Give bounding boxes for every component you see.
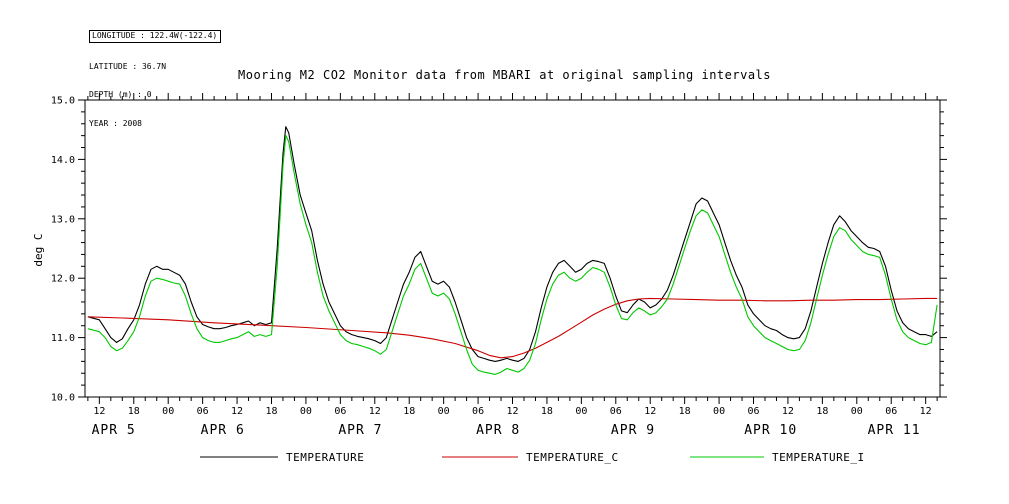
x-day-label: APR 9	[611, 423, 655, 438]
legend-label-temperature_i: TEMPERATURE_I	[772, 451, 865, 464]
metadata-block: LONGITUDE : 122.4W(-122.4) LATITUDE : 36…	[89, 11, 222, 147]
metadata-latitude: LATITUDE : 36.7N	[89, 61, 167, 71]
x-tick-label: 12	[369, 406, 381, 417]
x-tick-label: 18	[128, 406, 140, 417]
x-day-label: APR 11	[868, 423, 921, 438]
x-day-label: APR 5	[92, 423, 136, 438]
y-tick-label: 12.0	[51, 274, 75, 285]
x-day-label: APR 8	[476, 423, 520, 438]
x-tick-label: 00	[851, 406, 863, 417]
x-tick-label: 18	[679, 406, 691, 417]
x-tick-label: 00	[438, 406, 450, 417]
x-tick-label: 12	[93, 406, 105, 417]
y-tick-label: 14.0	[51, 155, 75, 166]
y-tick-label: 15.0	[51, 96, 75, 107]
x-day-label: APR 7	[338, 423, 382, 438]
x-tick-label: 06	[610, 406, 622, 417]
legend-label-temperature_c: TEMPERATURE_C	[526, 451, 619, 464]
y-tick-label: 11.0	[51, 333, 75, 344]
x-tick-label: 06	[472, 406, 484, 417]
chart-title: Mooring M2 CO2 Monitor data from MBARI a…	[238, 68, 771, 82]
x-tick-label: 00	[162, 406, 174, 417]
x-tick-label: 18	[265, 406, 277, 417]
y-tick-label: 10.0	[51, 393, 75, 404]
plot-frame	[84, 99, 941, 398]
x-day-label: APR 10	[744, 423, 797, 438]
x-tick-label: 18	[403, 406, 415, 417]
x-tick-label: 18	[816, 406, 828, 417]
x-tick-label: 12	[506, 406, 518, 417]
metadata-longitude: LONGITUDE : 122.4W(-122.4)	[89, 30, 222, 43]
x-tick-label: 06	[747, 406, 759, 417]
x-tick-label: 06	[334, 406, 346, 417]
x-tick-label: 06	[197, 406, 209, 417]
metadata-year: YEAR : 2008	[89, 118, 142, 128]
metadata-depth: DEPTH (m) : 0	[89, 90, 152, 99]
x-tick-label: 12	[782, 406, 794, 417]
x-tick-label: 00	[713, 406, 725, 417]
legend-label-temperature: TEMPERATURE	[286, 451, 364, 464]
y-tick-label: 13.0	[51, 214, 75, 225]
x-day-label: APR 6	[201, 423, 245, 438]
x-tick-label: 18	[541, 406, 553, 417]
x-tick-label: 00	[300, 406, 312, 417]
series-line-temperature_c	[87, 297, 938, 359]
x-tick-label: 12	[644, 406, 656, 417]
series-line-temperature_i	[87, 135, 938, 375]
series-line-temperature	[87, 126, 938, 362]
x-tick-label: 12	[231, 406, 243, 417]
x-tick-label: 12	[920, 406, 932, 417]
x-tick-label: 00	[575, 406, 587, 417]
x-tick-label: 06	[885, 406, 897, 417]
